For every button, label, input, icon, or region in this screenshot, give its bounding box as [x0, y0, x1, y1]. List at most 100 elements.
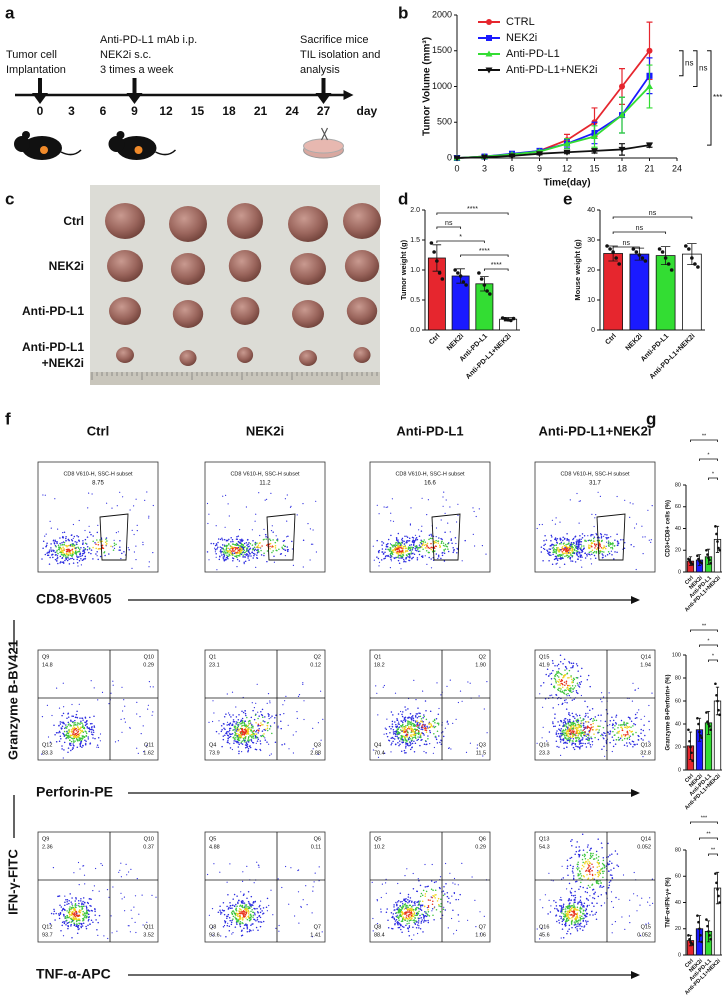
flow-dot	[278, 548, 280, 551]
flow-dot	[85, 742, 87, 745]
flow-dot	[239, 911, 241, 913]
flow-dot	[64, 901, 66, 904]
significance-label: ***	[713, 93, 722, 102]
flow-dot	[53, 539, 55, 541]
flow-dot	[432, 752, 434, 754]
flow-dot	[63, 730, 66, 733]
flow-dot	[412, 556, 414, 559]
flow-dot	[247, 724, 249, 727]
flow-dot	[146, 921, 148, 923]
flow-dot	[59, 904, 61, 907]
data-point	[706, 553, 709, 556]
flow-dot	[76, 913, 78, 915]
flow-dot	[121, 552, 123, 555]
y-tick-label: 0	[678, 952, 681, 958]
flow-dot	[238, 922, 241, 924]
flow-dot	[587, 739, 589, 741]
ruler	[90, 372, 380, 385]
flow-dot	[233, 546, 235, 549]
flow-dot	[402, 741, 405, 744]
flow-dot	[236, 728, 239, 730]
flow-dot	[52, 913, 55, 915]
flow-dot	[583, 726, 585, 728]
flow-dot	[565, 681, 568, 683]
flow-dot	[453, 548, 455, 551]
flow-dot	[60, 552, 63, 554]
significance-bracket	[460, 254, 509, 257]
flow-dot	[87, 924, 89, 927]
flow-dot	[598, 729, 600, 731]
flow-dot	[250, 716, 253, 719]
flow-dot	[606, 541, 608, 543]
flow-dot	[586, 553, 588, 556]
data-point	[709, 937, 712, 941]
flow-dot	[69, 743, 71, 746]
flow-dot	[412, 736, 414, 739]
flow-gate	[596, 513, 626, 561]
quadrant-value: 18.2	[374, 662, 385, 668]
flow-dot	[640, 732, 642, 735]
flow-dot	[557, 670, 560, 673]
flow-dot	[241, 734, 243, 736]
flow-dot	[302, 683, 304, 686]
flow-dot	[648, 539, 650, 541]
legend-marker	[485, 67, 493, 74]
flow-dot	[110, 692, 112, 694]
flow-dot	[88, 551, 90, 554]
flow-dot	[586, 706, 589, 708]
flow-dot	[85, 731, 87, 733]
flow-dot	[75, 553, 77, 555]
flow-dot	[244, 724, 246, 726]
flow-dot	[449, 679, 451, 681]
flow-dot	[578, 544, 580, 547]
flow-dot	[47, 554, 50, 556]
flow-dot	[236, 732, 238, 735]
flow-dot	[217, 538, 220, 540]
flow-dot	[252, 557, 254, 559]
flow-dot	[66, 916, 69, 919]
flow-dot	[578, 541, 580, 544]
flow-dot	[269, 700, 271, 702]
flow-dot	[61, 544, 64, 546]
flow-dot	[151, 714, 153, 716]
flow-dot	[119, 549, 121, 551]
flow-dot	[277, 725, 279, 727]
flow-dot	[84, 716, 87, 719]
flow-dot	[71, 548, 73, 551]
flow-dot	[262, 735, 264, 737]
data-point	[429, 241, 434, 245]
flow-dot	[230, 540, 232, 543]
flow-dot	[401, 540, 404, 542]
flow-dot	[302, 682, 304, 684]
data-point	[716, 540, 719, 543]
flow-dot	[257, 723, 260, 725]
flow-dot	[62, 551, 64, 554]
data-point	[718, 901, 721, 904]
flow-dot	[441, 538, 443, 541]
flow-dot	[95, 867, 97, 870]
flow-dot	[279, 553, 282, 555]
flow-dot	[549, 551, 551, 554]
flow-dot	[576, 554, 578, 556]
flow-dot	[560, 538, 562, 541]
flow-dot	[92, 737, 94, 739]
flow-dot	[413, 679, 415, 682]
flow-dot	[65, 556, 67, 558]
flow-dot	[580, 559, 582, 561]
flow-dot	[242, 544, 244, 547]
flow-dot	[421, 728, 424, 731]
flow-dot	[568, 662, 571, 664]
flow-dot	[558, 724, 561, 727]
flow-dot	[569, 718, 571, 721]
flow-dot	[401, 715, 404, 718]
flow-dot	[562, 549, 565, 552]
flow-dot	[237, 739, 240, 741]
flow-dot	[414, 549, 417, 551]
mouse-ear	[22, 131, 30, 139]
flow-dot	[419, 712, 421, 715]
flow-dot	[91, 722, 93, 725]
flow-dot	[223, 913, 226, 916]
flow-dot	[133, 906, 135, 908]
quadrant-value: 23.1	[209, 662, 220, 668]
flow-dot	[398, 731, 401, 734]
